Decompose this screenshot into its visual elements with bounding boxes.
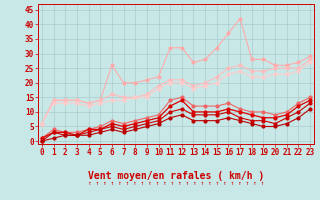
- Text: ↑ ↑ ↑ ↑ ↑ ↑ ↑ ↑ ↑ ↑ ↑ ↑ ↑ ↑ ↑ ↑ ↑ ↑ ↑ ↑ ↑ ↑ ↑ ↑: ↑ ↑ ↑ ↑ ↑ ↑ ↑ ↑ ↑ ↑ ↑ ↑ ↑ ↑ ↑ ↑ ↑ ↑ ↑ ↑ …: [88, 181, 264, 186]
- X-axis label: Vent moyen/en rafales ( km/h ): Vent moyen/en rafales ( km/h ): [88, 171, 264, 181]
